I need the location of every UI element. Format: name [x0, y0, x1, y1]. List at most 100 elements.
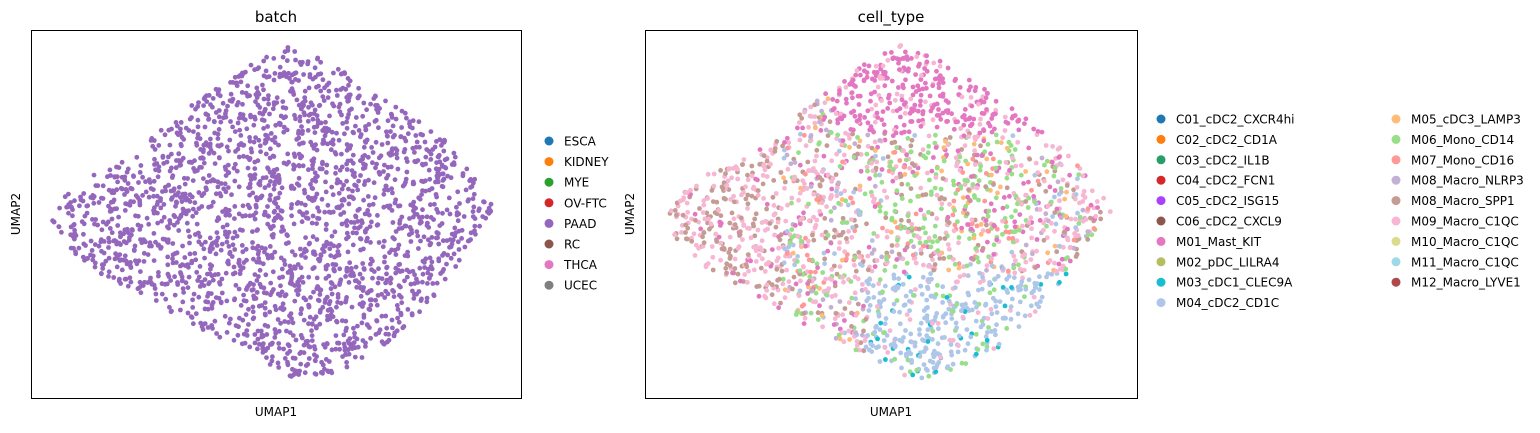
cell-type-point	[1065, 226, 1070, 232]
batch-point	[155, 199, 161, 205]
cell-type-point	[988, 201, 994, 207]
batch-point	[275, 212, 281, 218]
cell-type-point	[1000, 205, 1006, 211]
cell-type-point	[797, 112, 803, 118]
cell-type-point	[817, 182, 823, 188]
batch-point	[137, 227, 143, 232]
batch-point	[252, 175, 257, 181]
batch-point	[379, 142, 385, 147]
batch-point	[255, 328, 261, 334]
cell-type-point	[979, 110, 985, 116]
batch-point	[253, 202, 259, 208]
cell-type-point	[1043, 211, 1049, 217]
cell-type-point	[799, 115, 805, 121]
cell-type-point	[1056, 155, 1062, 160]
batch-point	[404, 159, 410, 165]
cell-type-point	[921, 262, 926, 268]
batch-point	[206, 173, 212, 178]
batch-point	[453, 264, 459, 269]
cell-type-x-axis-label: UMAP1	[870, 405, 912, 419]
cell-type-point	[834, 136, 840, 142]
cell-type-point	[976, 101, 981, 107]
cell-type-point	[1008, 316, 1014, 322]
batch-point	[279, 185, 285, 191]
cell-type-point	[947, 337, 953, 343]
batch-point	[342, 131, 347, 137]
cell-type-point	[991, 346, 997, 351]
batch-point	[189, 258, 195, 264]
batch-point	[339, 186, 345, 192]
batch-point	[378, 153, 384, 159]
cell-type-point	[797, 288, 803, 294]
batch-point	[282, 356, 288, 361]
cell-type-point	[774, 266, 780, 272]
batch-point	[154, 193, 160, 199]
batch-point	[257, 143, 263, 149]
cell-type-point	[725, 178, 731, 184]
cell-type-point	[929, 321, 935, 326]
batch-point	[337, 282, 342, 287]
batch-point	[115, 223, 121, 228]
batch-point	[251, 315, 257, 321]
batch-point	[226, 244, 232, 249]
batch-point	[151, 258, 157, 263]
cell-type-point	[727, 234, 733, 240]
batch-point	[277, 64, 283, 70]
cell-type-point	[764, 288, 770, 293]
cell-type-point	[934, 216, 940, 221]
batch-point	[343, 274, 348, 279]
batch-point	[230, 242, 236, 248]
cell-type-point	[844, 100, 849, 106]
cell-type-point	[904, 152, 909, 158]
cell-type-point	[723, 196, 728, 202]
batch-point	[318, 252, 324, 258]
cell-type-point	[730, 270, 735, 276]
batch-point	[372, 119, 378, 124]
batch-point	[358, 285, 363, 291]
batch-point	[339, 151, 344, 157]
cell-type-point	[960, 195, 966, 201]
batch-point	[344, 325, 349, 331]
batch-point	[315, 56, 320, 62]
cell-type-point	[1007, 167, 1012, 173]
cell-type-point	[743, 196, 749, 202]
batch-point	[278, 283, 283, 289]
cell-type-point	[697, 206, 702, 211]
batch-point	[245, 165, 251, 171]
batch-point	[143, 189, 149, 195]
batch-point	[394, 303, 400, 308]
batch-point	[370, 275, 375, 281]
cell-type-point	[917, 354, 923, 359]
cell-type-point	[1002, 303, 1008, 309]
cell-type-point	[1000, 218, 1005, 224]
batch-point	[228, 119, 233, 124]
batch-point	[215, 136, 221, 142]
cell-type-point	[1071, 187, 1076, 193]
batch-point	[212, 318, 218, 324]
batch-point	[472, 228, 477, 234]
batch-point	[240, 249, 246, 255]
cell-type-point	[771, 178, 777, 183]
cell-type-point	[1008, 308, 1013, 313]
cell-type-legend-marker	[1156, 236, 1166, 246]
cell-type-point	[872, 183, 878, 189]
cell-type-point	[837, 240, 843, 246]
batch-point	[252, 166, 258, 172]
cell-type-point	[941, 145, 947, 151]
batch-point	[370, 201, 376, 207]
cell-type-point	[848, 195, 853, 201]
cell-type-point	[938, 186, 944, 192]
cell-type-point	[944, 295, 950, 300]
cell-type-point	[962, 347, 968, 353]
batch-point	[240, 213, 246, 219]
cell-type-point	[993, 98, 999, 104]
batch-point	[292, 368, 298, 373]
cell-type-point	[967, 115, 973, 121]
cell-type-point	[1052, 243, 1058, 249]
cell-type-point	[849, 295, 855, 301]
batch-point	[472, 216, 478, 222]
batch-point	[204, 179, 210, 185]
batch-point	[95, 183, 101, 189]
batch-point	[190, 206, 196, 212]
cell-type-point	[954, 160, 960, 166]
